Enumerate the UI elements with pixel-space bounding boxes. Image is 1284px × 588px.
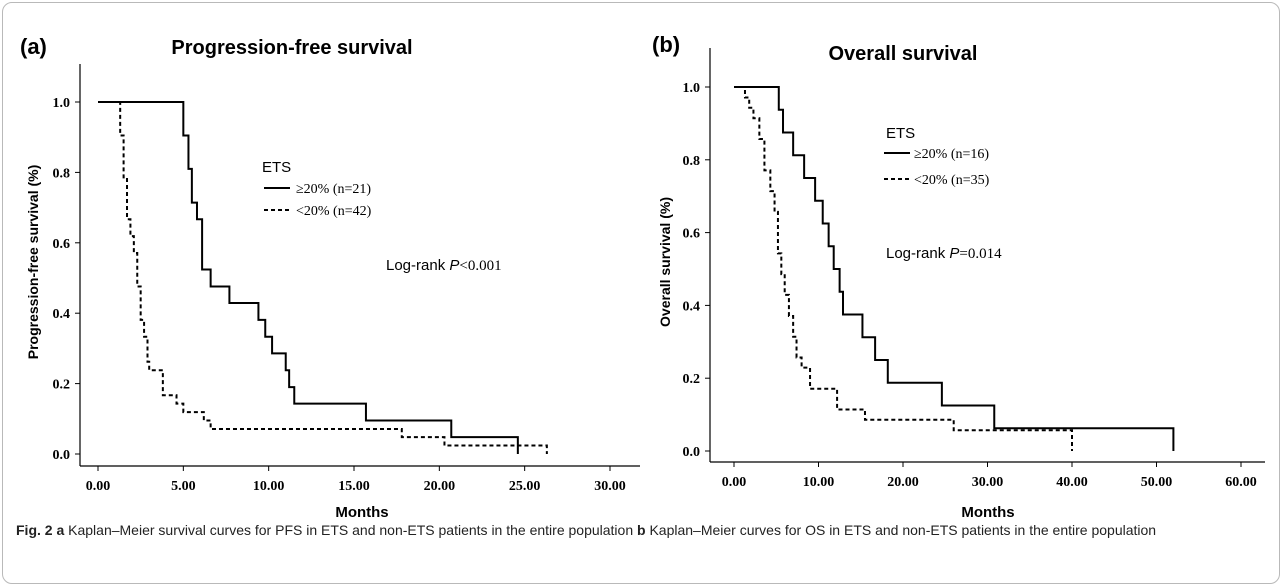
chart-title-a: Progression-free survival (171, 37, 412, 59)
y-tick-label-b: 0.8 (683, 154, 701, 169)
chart-title-b: Overall survival (829, 43, 978, 65)
x-axis-label-b: Months (961, 504, 1014, 521)
legend-entry-a-dashed: <20% (n=42) (296, 204, 372, 219)
logrank-annotation-a: Log-rank P<0.001 (386, 257, 502, 274)
logrank-value-a: <0.001 (459, 258, 501, 274)
panel-label-a: (a) (20, 34, 47, 59)
curves-b (734, 86, 1175, 451)
ticks-b: 0.00 10.00 20.00 30.00 40.00 50.00 60.00 0.0 0.2… (683, 81, 1257, 490)
x-tick-label-b: 50.00 (1141, 475, 1173, 490)
logrank-p-a: P (449, 257, 459, 274)
x-tick-label-a: 10.00 (253, 479, 285, 494)
y-tick-label-a: 0.2 (53, 378, 71, 393)
caption-figure-label: Fig. 2 (16, 522, 53, 538)
logrank-p-b: P (949, 245, 959, 262)
y-tick-label-b: 0.6 (683, 227, 701, 242)
y-tick-label-a: 0.4 (53, 307, 71, 322)
figure-caption: Fig. 2 a Kaplan–Meier survival curves fo… (16, 520, 1266, 541)
x-tick-label-b: 0.00 (722, 475, 747, 490)
x-tick-label-a: 5.00 (171, 479, 196, 494)
km-curve-a-ge20 (98, 101, 519, 454)
legend-title-b: ETS (886, 125, 915, 142)
y-tick-label-b: 0.0 (683, 445, 701, 460)
panel-label-b: (b) (652, 32, 680, 57)
x-tick-label-a: 20.00 (424, 479, 456, 494)
logrank-annotation-b: Log-rank P=0.014 (886, 245, 1002, 262)
y-tick-label-a: 0.6 (53, 237, 71, 252)
y-tick-label-a: 1.0 (53, 96, 71, 111)
x-axis-label-a: Months (335, 504, 388, 521)
panel-a: (a) Progression-free survival 0.00 5.00 10… (20, 34, 640, 521)
caption-label-b: b (637, 522, 646, 538)
panel-b: (b) Overall survival 0.00 10.00 20.00 30.00… (652, 32, 1265, 521)
km-curve-b-ge20 (734, 86, 1175, 451)
km-curve-a-lt20 (98, 101, 548, 454)
logrank-prefix-a: Log-rank (386, 257, 449, 274)
x-tick-label-a: 30.00 (594, 479, 626, 494)
y-axis-label-b: Overall survival (%) (657, 197, 673, 327)
caption-text-b: Kaplan–Meier curves for OS in ETS and no… (649, 522, 1157, 538)
x-tick-label-b: 30.00 (972, 475, 1004, 490)
logrank-prefix-b: Log-rank (886, 245, 949, 262)
legend-entry-b-solid: ≥20% (n=16) (914, 147, 989, 162)
x-tick-label-b: 20.00 (887, 475, 919, 490)
caption-text-a: Kaplan–Meier survival curves for PFS in … (68, 522, 634, 538)
y-tick-label-b: 1.0 (683, 81, 701, 96)
y-axis-label-a: Progression-free survival (%) (25, 165, 41, 360)
y-tick-label-a: 0.0 (53, 448, 71, 463)
y-tick-label-a: 0.8 (53, 166, 71, 181)
km-curve-b-lt20 (734, 86, 1073, 451)
x-tick-label-a: 0.00 (86, 479, 111, 494)
x-tick-label-b: 60.00 (1225, 475, 1257, 490)
x-tick-label-a: 15.00 (338, 479, 370, 494)
caption-label-a: a (56, 522, 65, 538)
logrank-value-b: =0.014 (959, 246, 1002, 262)
legend-entry-b-dashed: <20% (n=35) (914, 173, 990, 188)
ticks-a: 0.00 5.00 10.00 15.00 20.00 25.00 30.00 0.0 0.2 0… (53, 96, 626, 494)
x-tick-label-b: 10.00 (803, 475, 835, 490)
y-tick-label-b: 0.4 (683, 299, 701, 314)
x-tick-label-a: 25.00 (509, 479, 541, 494)
curves-a (98, 101, 548, 454)
legend-entry-a-solid: ≥20% (n=21) (296, 182, 371, 197)
y-tick-label-b: 0.2 (683, 372, 701, 387)
x-tick-label-b: 40.00 (1056, 475, 1088, 490)
legend-title-a: ETS (262, 159, 291, 176)
